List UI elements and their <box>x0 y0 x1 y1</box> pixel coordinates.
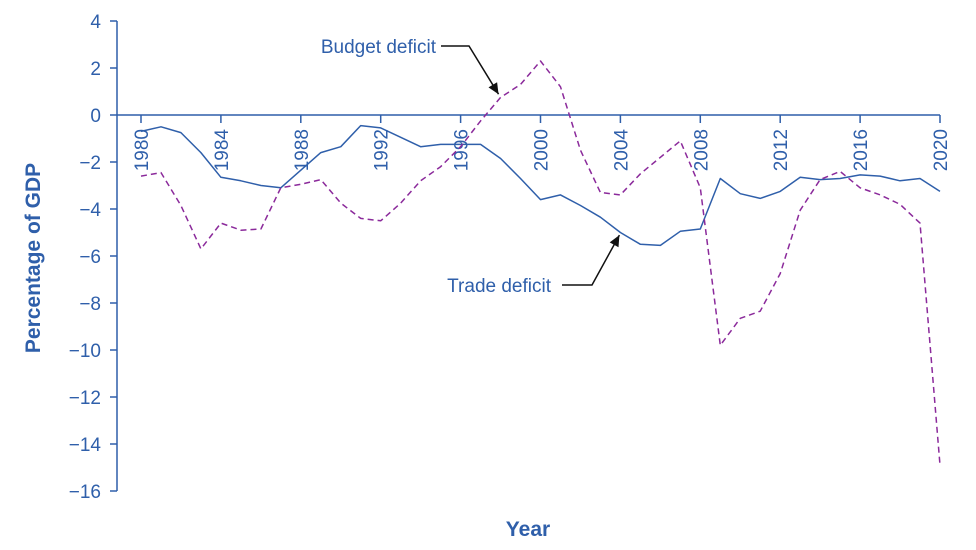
trade-deficit-arrow <box>562 234 621 286</box>
annotation-arrows <box>441 45 621 286</box>
x-tick-label: 2000 <box>532 129 553 171</box>
y-tick-label: −4 <box>79 200 101 221</box>
budget-deficit-annotation: Budget deficit <box>321 37 437 58</box>
y-tick-label: 2 <box>90 59 101 80</box>
x-tick-label: 1988 <box>292 129 313 171</box>
trade-deficit-annotation: Trade deficit <box>447 276 552 297</box>
y-tick-label: −8 <box>79 294 101 315</box>
labels: Percentage of GDP Year Budget deficit Tr… <box>22 37 552 541</box>
y-tick-label: −10 <box>69 341 101 362</box>
y-tick-label: −2 <box>79 153 101 174</box>
x-tick-label: 1992 <box>372 129 393 171</box>
y-tick-label: −6 <box>79 247 101 268</box>
x-tick-label: 2008 <box>691 129 712 171</box>
y-tick-label: 0 <box>90 106 101 127</box>
series-layer <box>140 60 941 466</box>
y-tick-label: −14 <box>69 435 102 456</box>
trade-deficit-line <box>140 124 941 247</box>
budget-deficit-line <box>140 60 941 466</box>
x-tick-label: 1996 <box>452 129 473 171</box>
x-axis-title: Year <box>506 518 550 541</box>
y-tick-label: −12 <box>69 388 101 409</box>
y-tick-label: 4 <box>90 12 101 33</box>
y-axis-title: Percentage of GDP <box>22 163 45 353</box>
x-tick-label: 2012 <box>771 129 792 171</box>
axes: 4 2 0 −2 −4 −6 −8 −10 −12 −14 −16 1980 1984 1988 1992 1… <box>69 12 952 503</box>
x-tick-label: 1984 <box>212 129 233 172</box>
x-tick-label: 2016 <box>851 129 872 171</box>
budget-deficit-arrow <box>441 45 500 95</box>
x-tick-label: 2004 <box>611 129 632 172</box>
y-tick-label: −16 <box>69 482 101 503</box>
x-tick-label: 1980 <box>132 129 153 171</box>
x-tick-label: 2020 <box>931 129 952 171</box>
trade-deficit-arrowhead <box>609 235 620 248</box>
budget-deficit-arrowhead <box>488 82 499 95</box>
